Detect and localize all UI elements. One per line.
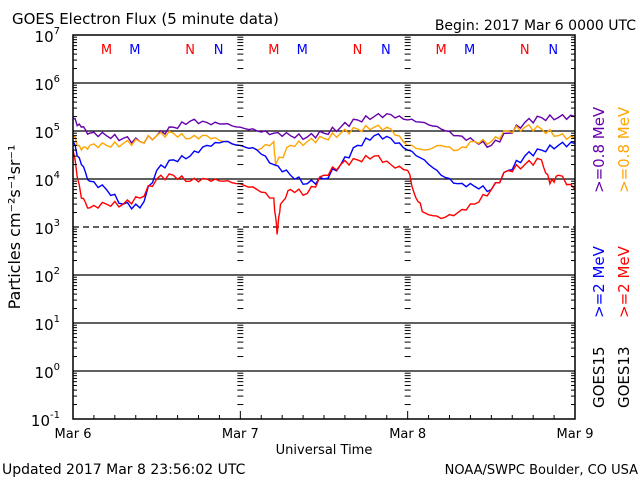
- orbit-marker: N: [381, 43, 391, 58]
- orbit-marker: M: [297, 43, 308, 58]
- legend-goes13-label: GOES13: [615, 346, 633, 408]
- y-tick-label: 105: [35, 122, 60, 142]
- orbit-marker: N: [353, 43, 363, 58]
- y-tick-label: 102: [35, 266, 60, 286]
- x-axis-label: Universal Time: [276, 443, 373, 458]
- orbit-marker: M: [268, 43, 279, 58]
- orbit-marker: N: [214, 43, 224, 58]
- y-tick-exponent: 1: [54, 314, 60, 325]
- y-tick-label: 100: [35, 362, 60, 382]
- y-tick-exponent: 2: [54, 266, 60, 277]
- y-tick-exponent: 3: [54, 218, 60, 229]
- y-tick-exponent: 6: [54, 74, 60, 85]
- y-axis-label: Particles cm⁻²s⁻¹sr⁻¹: [5, 145, 24, 310]
- x-tick-label: Mar 9: [557, 427, 594, 442]
- orbit-marker: M: [464, 43, 475, 58]
- orbit-marker: M: [129, 43, 140, 58]
- orbit-marker: N: [548, 43, 558, 58]
- y-tick-exponent: 5: [54, 122, 60, 133]
- y-tick-exponent: 0: [54, 362, 60, 373]
- y-tick-label: 106: [35, 74, 60, 94]
- updated-timestamp: Updated 2017 Mar 8 23:56:02 UTC: [2, 462, 246, 478]
- x-tick-label: Mar 8: [389, 427, 426, 442]
- legend-goes15-0.8mev: >=0.8 MeV: [590, 106, 608, 193]
- orbit-marker: M: [436, 43, 447, 58]
- legend-goes13-0.8mev: >=0.8 MeV: [615, 106, 633, 193]
- orbit-marker: N: [520, 43, 530, 58]
- x-tick-label: Mar 7: [222, 427, 259, 442]
- orbit-marker: N: [185, 43, 195, 58]
- series-line-goes13: [72, 123, 576, 168]
- y-tick-label: 103: [35, 218, 60, 238]
- x-tick-label: Mar 6: [55, 427, 92, 442]
- begin-label: Begin: 2017 Mar 6 0000 UTC: [435, 18, 636, 34]
- legend-goes13-2mev: >=2 MeV: [615, 245, 633, 318]
- y-tick-exponent: 4: [54, 170, 60, 181]
- y-tick-label: 107: [35, 26, 60, 46]
- orbit-marker: M: [101, 43, 112, 58]
- legend-goes15-label: GOES15: [590, 346, 608, 408]
- y-tick-label: 101: [35, 314, 60, 334]
- y-tick-label: 104: [35, 170, 60, 190]
- y-tick-exponent: -1: [50, 410, 60, 421]
- series-line-goes13: [72, 149, 576, 235]
- y-tick-exponent: 7: [54, 26, 60, 37]
- legend-goes15-2mev: >=2 MeV: [590, 245, 608, 318]
- credit-label: NOAA/SWPC Boulder, CO USA: [445, 463, 638, 478]
- series-line-goes15: [72, 133, 576, 210]
- chart-title: GOES Electron Flux (5 minute data): [12, 10, 279, 28]
